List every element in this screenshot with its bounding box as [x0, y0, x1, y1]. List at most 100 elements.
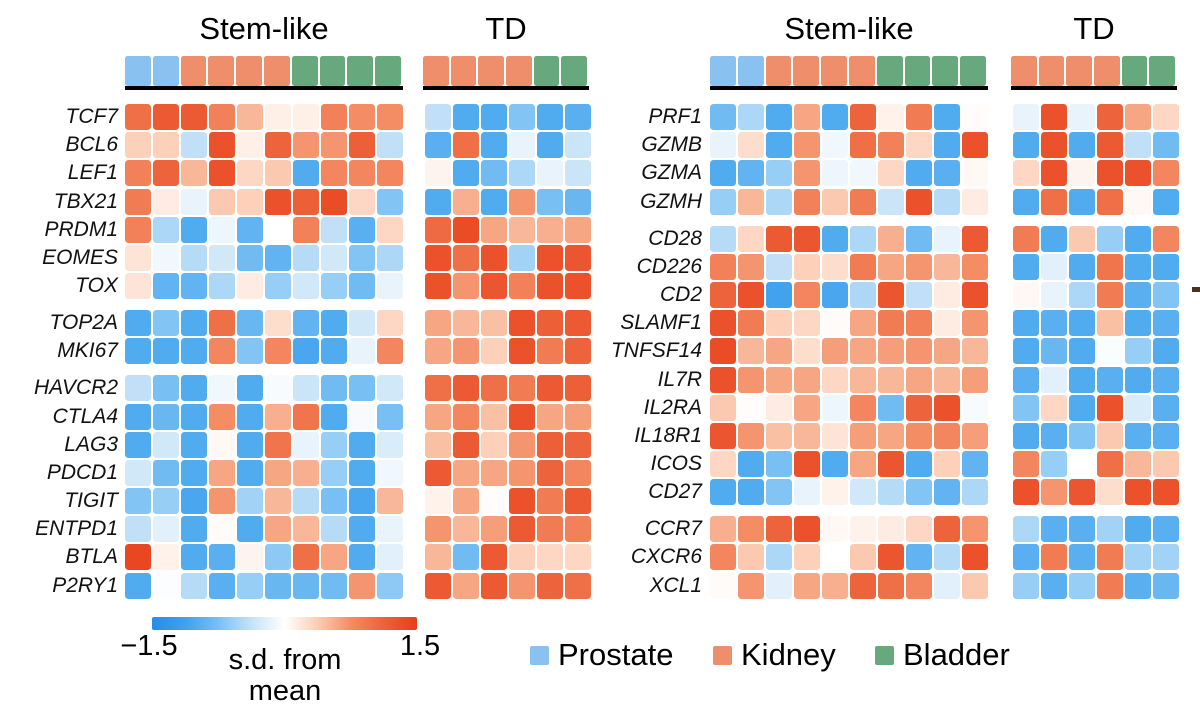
heatmap-cell [794, 310, 820, 337]
heatmap-cell [1153, 253, 1179, 280]
heatmap-cell [377, 516, 403, 543]
heatmap-cell [293, 160, 319, 187]
heatmap-cell [481, 244, 507, 271]
tissue-annotation-kidney [263, 56, 290, 86]
heatmap-cell [710, 422, 736, 449]
heatmap-cell [822, 188, 848, 215]
heatmap-cell [209, 338, 235, 365]
tissue-annotation-bladder [533, 56, 560, 86]
td-annotation-block [1011, 56, 1177, 90]
heatmap-cell [766, 572, 792, 599]
heatmap-cell [934, 253, 960, 280]
heatmap-cell [377, 244, 403, 271]
heatmap-cell [962, 516, 988, 543]
heatmap-cell [237, 160, 263, 187]
heatmap-cell [237, 431, 263, 458]
prostate-swatch-icon [530, 645, 549, 665]
heatmap-cell [738, 253, 764, 280]
heatmap-cell [125, 459, 151, 486]
heatmap-cell [181, 572, 207, 599]
heatmap-grid: PRF1 GZMB GZMA GZMH CD28 CD226 CD2 SLAMF1 TNFSF1… [590, 104, 1181, 599]
heatmap-cell [153, 160, 179, 187]
heatmap-cell [766, 225, 792, 252]
heatmap-cell [794, 451, 820, 478]
gene-row-icos: ICOS [590, 451, 1181, 478]
gene-label: TOX [75, 274, 118, 298]
heatmap-cell [1069, 188, 1095, 215]
heatmap-cell [153, 516, 179, 543]
heatmap-cell [481, 516, 507, 543]
heatmap-cell [822, 366, 848, 393]
heatmap-cell [237, 403, 263, 430]
heatmap-cell [293, 244, 319, 271]
heatmap-cell [710, 253, 736, 280]
heatmap-cell [237, 132, 263, 159]
heatmap-cell [481, 544, 507, 571]
heatmap-cell [509, 160, 535, 187]
heatmap-cell [153, 273, 179, 300]
heatmap-cell [710, 310, 736, 337]
heatmap-cell [794, 160, 820, 187]
heatmap-cell [1041, 160, 1067, 187]
heatmap-cell [481, 273, 507, 300]
heatmap-cell [794, 516, 820, 543]
heatmap-cell [934, 394, 960, 421]
heatmap-cell [209, 488, 235, 515]
heatmap-cell [766, 422, 792, 449]
heatmap-cell [822, 544, 848, 571]
tissue-annotation-bladder [1149, 56, 1176, 86]
heatmap-cell [349, 431, 375, 458]
gene-label: PDCD1 [46, 460, 118, 484]
heatmap-cell [181, 244, 207, 271]
gene-label: CD28 [648, 226, 702, 250]
heatmap-cell [962, 281, 988, 308]
heatmap-cell [850, 160, 876, 187]
gene-row-btla: BTLA [2, 544, 593, 571]
heatmap-grid: TCF7 BCL6 LEF1 TBX21 PRDM1 EOMES TOX TOP2A MKI67… [2, 104, 593, 599]
heatmap-cell [537, 244, 563, 271]
heatmap-cell [125, 273, 151, 300]
heatmap-cell [453, 160, 479, 187]
legend-item-bladder: Bladder [875, 637, 1010, 673]
heatmap-cell [962, 366, 988, 393]
heatmap-cell [321, 310, 347, 337]
gene-row-cd28: CD28 [590, 225, 1181, 252]
heatmap-cell [822, 281, 848, 308]
heatmap-cell [1125, 132, 1151, 159]
heatmap-cell [766, 253, 792, 280]
heatmap-cell [293, 572, 319, 599]
heatmap-cell [1153, 394, 1179, 421]
tissue-annotation-kidney [848, 56, 875, 86]
heatmap-cell [481, 403, 507, 430]
heatmap-cell [209, 572, 235, 599]
heatmap-cell [265, 375, 291, 402]
gene-row-bcl6: BCL6 [2, 132, 593, 159]
heatmap-cell [537, 544, 563, 571]
tissue-annotation-kidney [236, 56, 262, 86]
heatmap-cell [481, 188, 507, 215]
heatmap-cell [453, 244, 479, 271]
heatmap-cell [1069, 516, 1095, 543]
heatmap-cell [1013, 225, 1039, 252]
heatmap-cell [766, 366, 792, 393]
heatmap-cell [453, 459, 479, 486]
heatmap-cell [1153, 160, 1179, 187]
heatmap-cell [1013, 451, 1039, 478]
heatmap-panel-right: Stem-like TD PRF1 GZMB GZMA GZMH CD28 CD226 CD… [590, 6, 1181, 601]
heatmap-cell [377, 459, 403, 486]
tissue-annotation-kidney [478, 56, 505, 86]
heatmap-cell [181, 459, 207, 486]
heatmap-cell [1069, 104, 1095, 130]
tissue-annotation-kidney [506, 56, 532, 86]
heatmap-cell [349, 459, 375, 486]
gene-row-tbx21: TBX21 [2, 188, 593, 215]
heatmap-cell [906, 572, 932, 599]
heatmap-cell [1041, 132, 1067, 159]
heatmap-cell [962, 160, 988, 187]
heatmap-cell [1125, 572, 1151, 599]
heatmap-cell [1125, 160, 1151, 187]
heatmap-cell [1013, 479, 1039, 506]
heatmap-cell [565, 516, 591, 543]
gene-label: CD27 [648, 480, 702, 504]
heatmap-cell [766, 516, 792, 543]
